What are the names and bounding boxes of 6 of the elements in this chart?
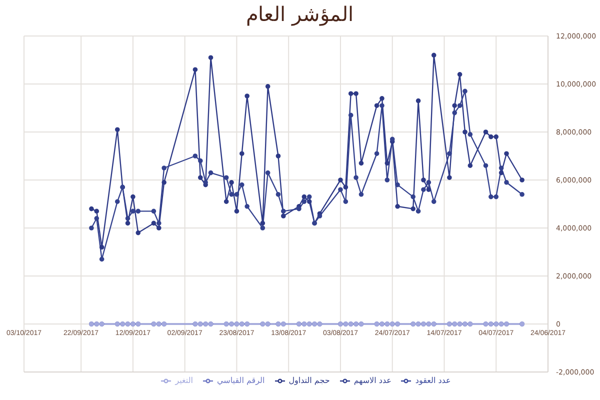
- chart-title: المؤشر العام: [244, 1, 356, 28]
- legend-label: التغير: [175, 376, 193, 386]
- legend-label: عدد العقود: [415, 376, 451, 386]
- legend-label: عدد الاسهم: [354, 376, 392, 386]
- legend-label: حجم التداول: [288, 376, 330, 386]
- legend-label: الرقم القياسي: [216, 376, 265, 386]
